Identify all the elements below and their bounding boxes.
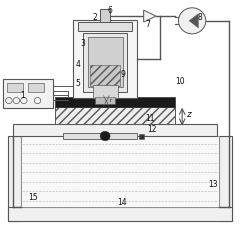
Polygon shape [189,14,198,28]
Bar [95,97,115,104]
Text: 2: 2 [93,13,98,22]
Text: 12: 12 [148,125,157,134]
Text: r: r [110,99,112,104]
Text: 6: 6 [108,6,112,15]
Text: 14: 14 [118,198,127,208]
Bar [100,9,110,22]
Bar [7,83,23,92]
Text: 7: 7 [145,20,150,29]
Bar [93,85,118,98]
Bar [139,134,144,139]
Bar [73,20,138,98]
Bar [220,136,232,221]
Bar [3,79,53,108]
Bar [83,33,128,92]
Text: 5: 5 [75,79,80,88]
Bar [63,133,138,139]
Bar [78,22,132,31]
Bar [13,124,217,136]
Text: 9: 9 [120,69,125,79]
Bar [8,207,232,221]
Text: 13: 13 [208,179,218,188]
Text: 11: 11 [145,114,154,124]
Bar [20,136,220,207]
Text: z: z [186,110,191,119]
Text: 4: 4 [75,60,80,69]
Text: 3: 3 [80,39,85,48]
Polygon shape [144,10,156,22]
Circle shape [178,8,206,34]
Bar [8,136,20,221]
Bar [56,107,175,124]
Text: 10: 10 [175,77,184,86]
Text: 15: 15 [28,193,38,202]
Circle shape [100,131,110,141]
Bar [90,64,120,86]
Bar [88,37,122,87]
Bar [28,83,44,92]
Text: 8: 8 [197,13,202,22]
Text: 1: 1 [21,91,25,100]
Bar [56,97,175,107]
